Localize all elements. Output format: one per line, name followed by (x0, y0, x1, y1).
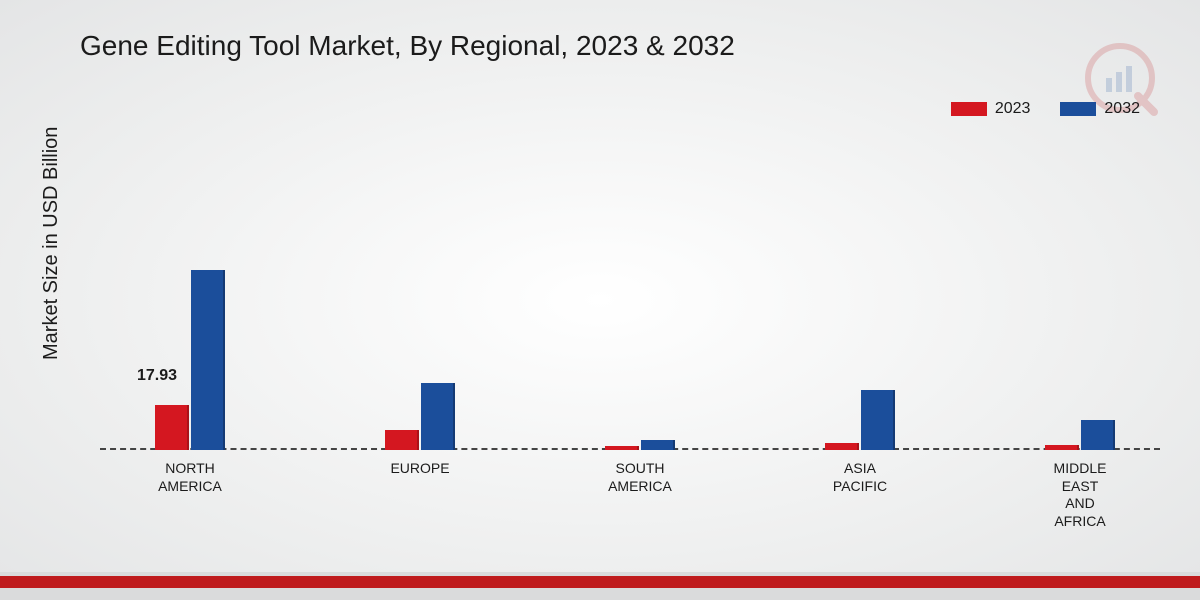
x-label-europe: EUROPE (360, 460, 480, 478)
legend-item-2032: 2032 (1060, 100, 1140, 118)
bar-north_america-2023 (155, 405, 189, 450)
bar-south_america-2032 (641, 440, 675, 450)
bar-mea-2032 (1081, 420, 1115, 450)
y-axis-label: Market Size in USD Billion (40, 127, 63, 360)
plot-area: 17.93 (100, 200, 1160, 450)
bar-mea-2023 (1045, 445, 1079, 450)
x-axis-labels: NORTHAMERICA EUROPE SOUTHAMERICA ASIAPACIFI… (100, 460, 1160, 540)
legend-swatch-2032 (1060, 102, 1096, 116)
legend-label-2032: 2032 (1104, 100, 1140, 118)
bar-asia_pacific-2032 (861, 390, 895, 450)
bar-europe-2023 (385, 430, 419, 450)
bar-asia_pacific-2023 (825, 443, 859, 451)
legend: 2023 2032 (951, 100, 1140, 118)
x-label-south_america: SOUTHAMERICA (580, 460, 700, 495)
footer-accent-bar (0, 576, 1200, 588)
legend-item-2023: 2023 (951, 100, 1031, 118)
bar-north_america-2032 (191, 270, 225, 450)
x-label-north_america: NORTHAMERICA (130, 460, 250, 495)
chart-title: Gene Editing Tool Market, By Regional, 2… (80, 30, 735, 62)
bar-south_america-2023 (605, 446, 639, 450)
x-label-mea: MIDDLEEASTANDAFRICA (1020, 460, 1140, 530)
bar-europe-2032 (421, 383, 455, 451)
legend-swatch-2023 (951, 102, 987, 116)
legend-label-2023: 2023 (995, 100, 1031, 118)
x-label-asia_pacific: ASIAPACIFIC (800, 460, 920, 495)
value-label: 17.93 (137, 367, 177, 385)
